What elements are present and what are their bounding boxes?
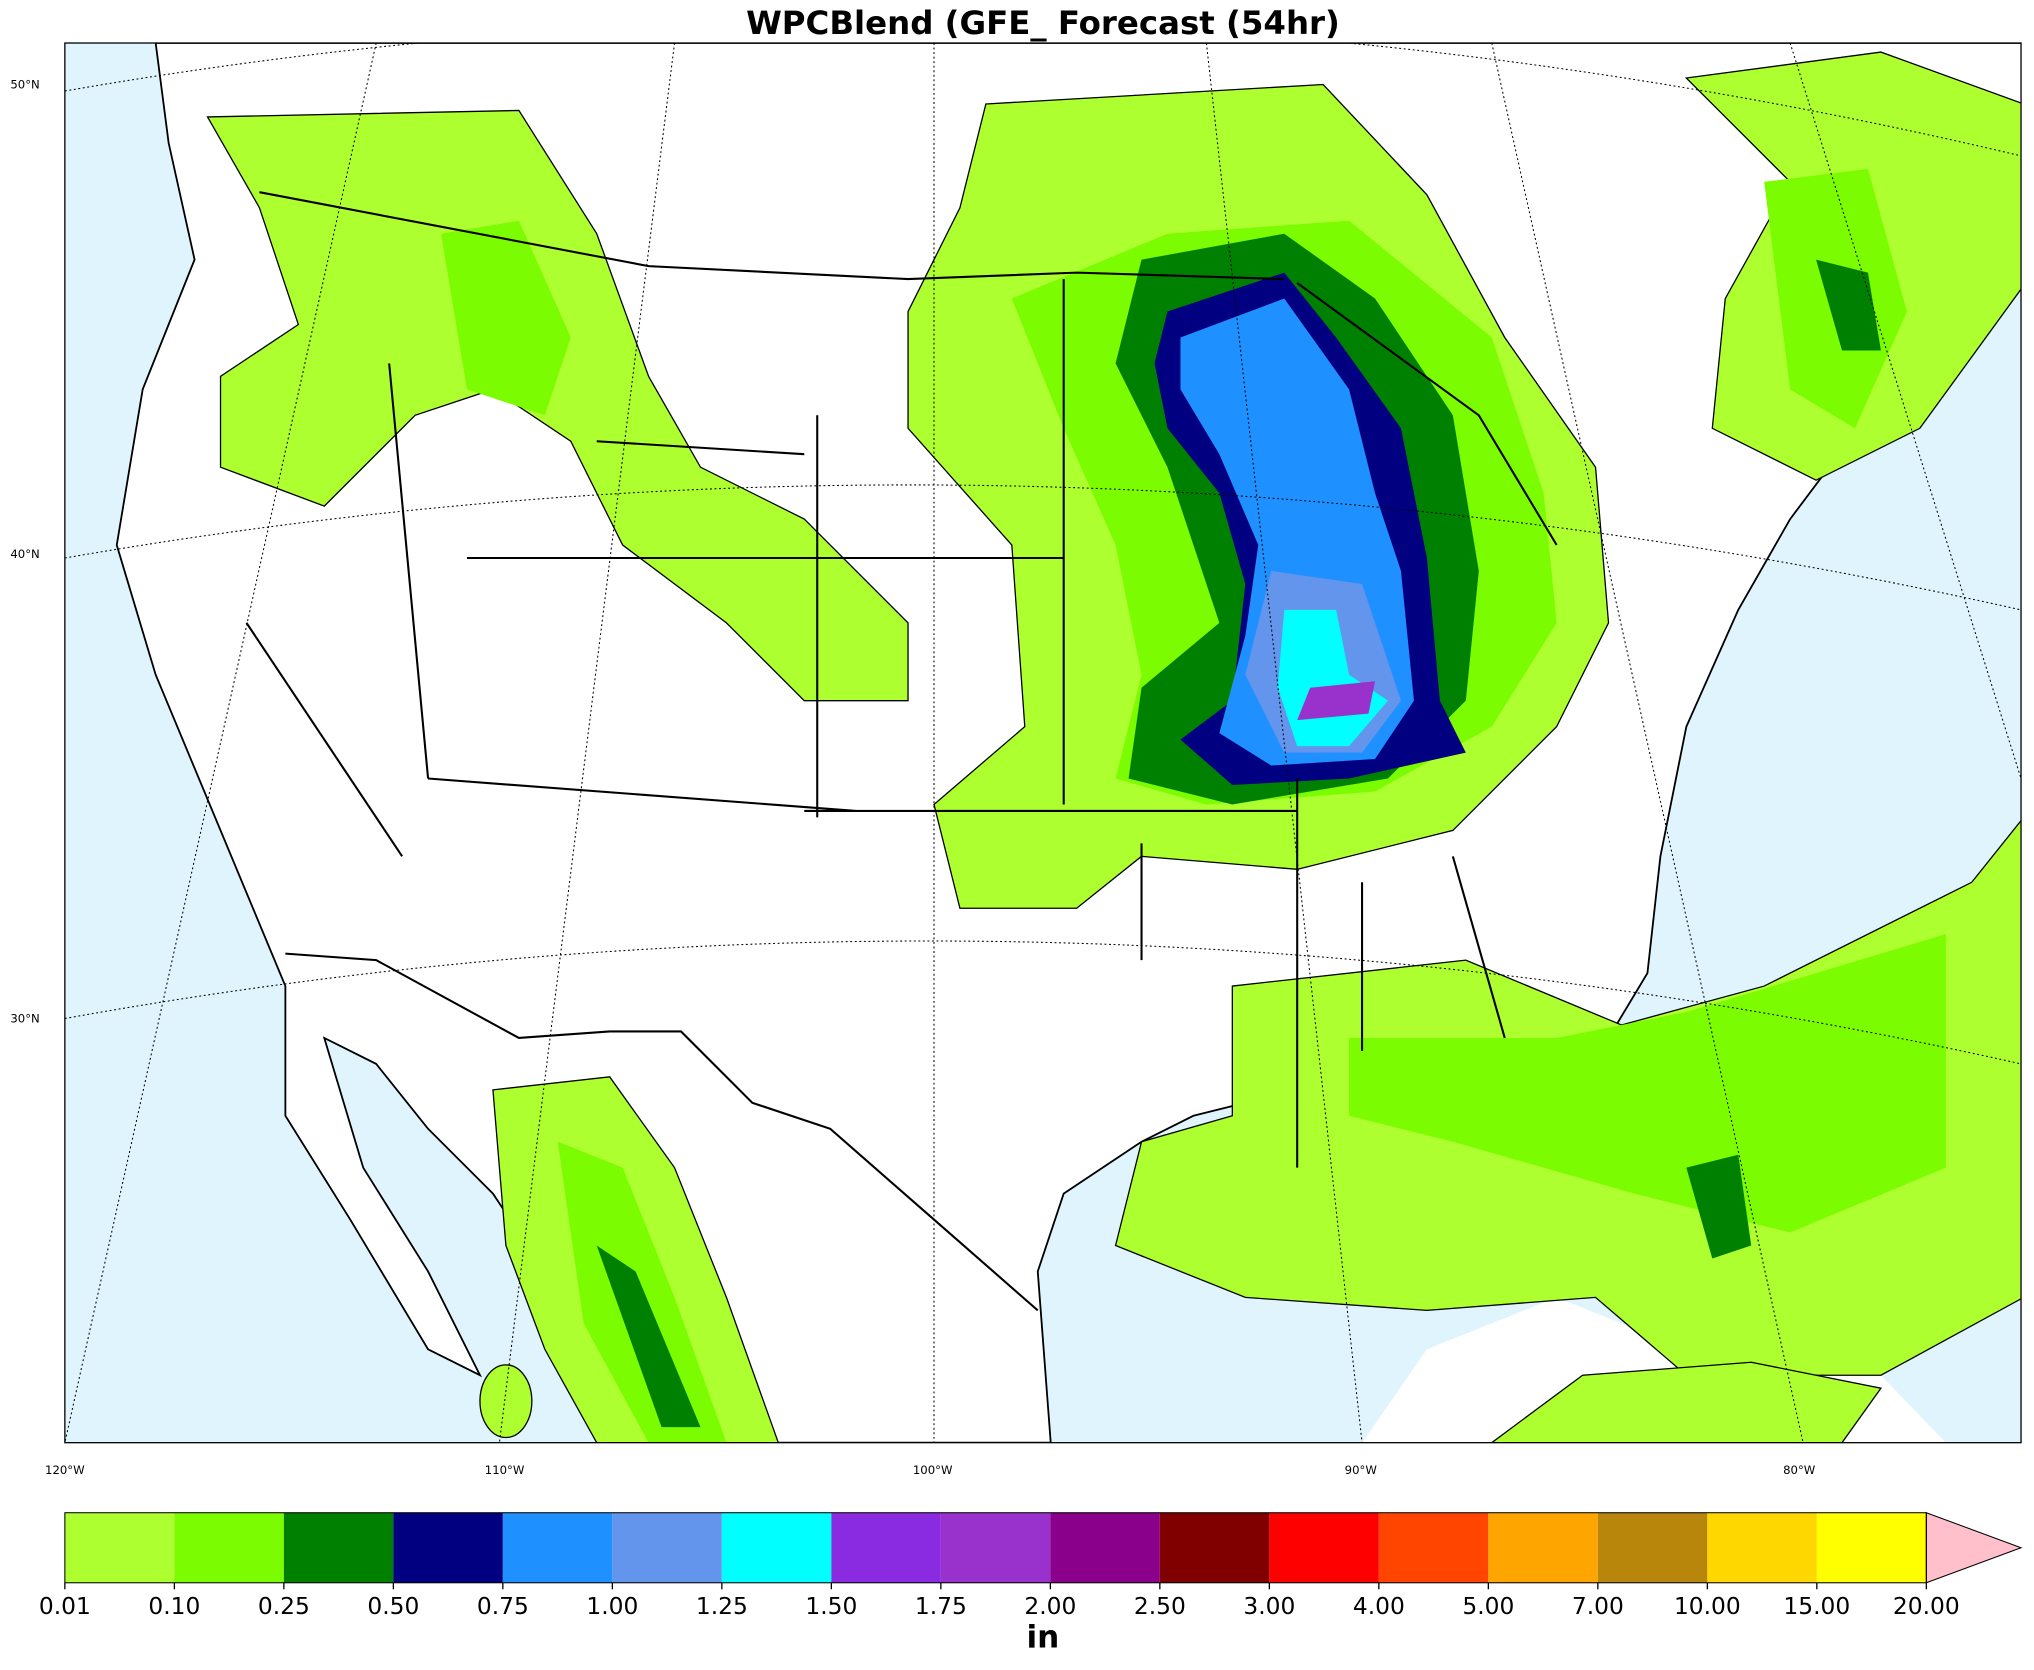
colorbar-extend — [1925, 1511, 2023, 1584]
precip-purple — [1297, 681, 1376, 721]
colorbar-tick-label: 3.00 — [1243, 1592, 1295, 1620]
colorbar-tick-label: 1.25 — [696, 1592, 748, 1620]
lat-label: 40°N — [10, 547, 39, 561]
lon-label: 120°W — [45, 1463, 85, 1477]
colorbar-bin — [393, 1512, 503, 1583]
colorbar: 0.01 0.10 0.25 0.50 0.75 1.00 1.25 1.50 1.75 2.00… — [39, 1511, 2023, 1620]
colorbar-tick-label: 0.75 — [477, 1592, 529, 1620]
colorbar-tick-label: 1.75 — [915, 1592, 967, 1620]
colorbar-bin — [721, 1512, 832, 1583]
colorbar-tick-label: 15.00 — [1783, 1592, 1850, 1620]
colorbar-tick-label: 2.00 — [1024, 1592, 1076, 1620]
title: WPCBlend (GFE_ Forecast (54hr) — [746, 4, 1340, 42]
colorbar-tick-label: 7.00 — [1572, 1592, 1624, 1620]
lat-label: 30°N — [10, 1011, 39, 1025]
lon-label: 110°W — [485, 1463, 525, 1477]
lon-label: 100°W — [913, 1463, 953, 1477]
colorbar-tick-label: 10.00 — [1674, 1592, 1741, 1620]
colorbar-tick-label: 4.00 — [1353, 1592, 1405, 1620]
map — [64, 43, 2022, 1443]
colorbar-bin — [1050, 1512, 1160, 1583]
colorbar-tick-label: 2.50 — [1134, 1592, 1186, 1620]
lon-label: 80°W — [1783, 1463, 1816, 1477]
colorbar-bin — [1597, 1512, 1708, 1583]
colorbar-tick-label: 5.00 — [1462, 1592, 1514, 1620]
colorbar-bin — [1816, 1512, 1927, 1583]
colorbar-bin — [283, 1512, 394, 1583]
colorbar-tick-label: 0.50 — [367, 1592, 419, 1620]
colorbar-label: in — [1027, 1620, 1060, 1656]
colorbar-bin — [940, 1512, 1051, 1583]
colorbar-bin — [502, 1512, 613, 1583]
colorbar-bin — [1707, 1512, 1817, 1583]
colorbar-bin — [64, 1512, 175, 1583]
colorbar-tick-label: 0.25 — [258, 1592, 310, 1620]
colorbar-bin — [831, 1512, 941, 1583]
colorbar-tick-label: 0.10 — [148, 1592, 200, 1620]
colorbar-bin — [1269, 1512, 1379, 1583]
state-borders — [245, 191, 1558, 1312]
lon-label: 90°W — [1345, 1463, 1378, 1477]
colorbar-bin — [1159, 1512, 1270, 1583]
colorbar-outline — [64, 1512, 1927, 1584]
colorbar-bin — [1378, 1512, 1489, 1583]
colorbar-tick-label: 20.00 — [1893, 1592, 1960, 1620]
map-frame — [64, 42, 2022, 1444]
colorbar-tick-label: 1.00 — [586, 1592, 638, 1620]
colorbar-bin — [612, 1512, 722, 1583]
colorbar-tick-label: 1.50 — [805, 1592, 857, 1620]
lat-label: 50°N — [10, 77, 39, 91]
colorbar-tick-label: 0.01 — [39, 1592, 91, 1620]
lat-labels: 50°N 40°N 30°N — [10, 77, 39, 1025]
lon-labels: 120°W 110°W 100°W 90°W 80°W — [45, 1463, 1816, 1477]
colorbar-bin — [174, 1512, 284, 1583]
colorbar-bin — [1488, 1512, 1598, 1583]
graticule — [64, 43, 2022, 1443]
